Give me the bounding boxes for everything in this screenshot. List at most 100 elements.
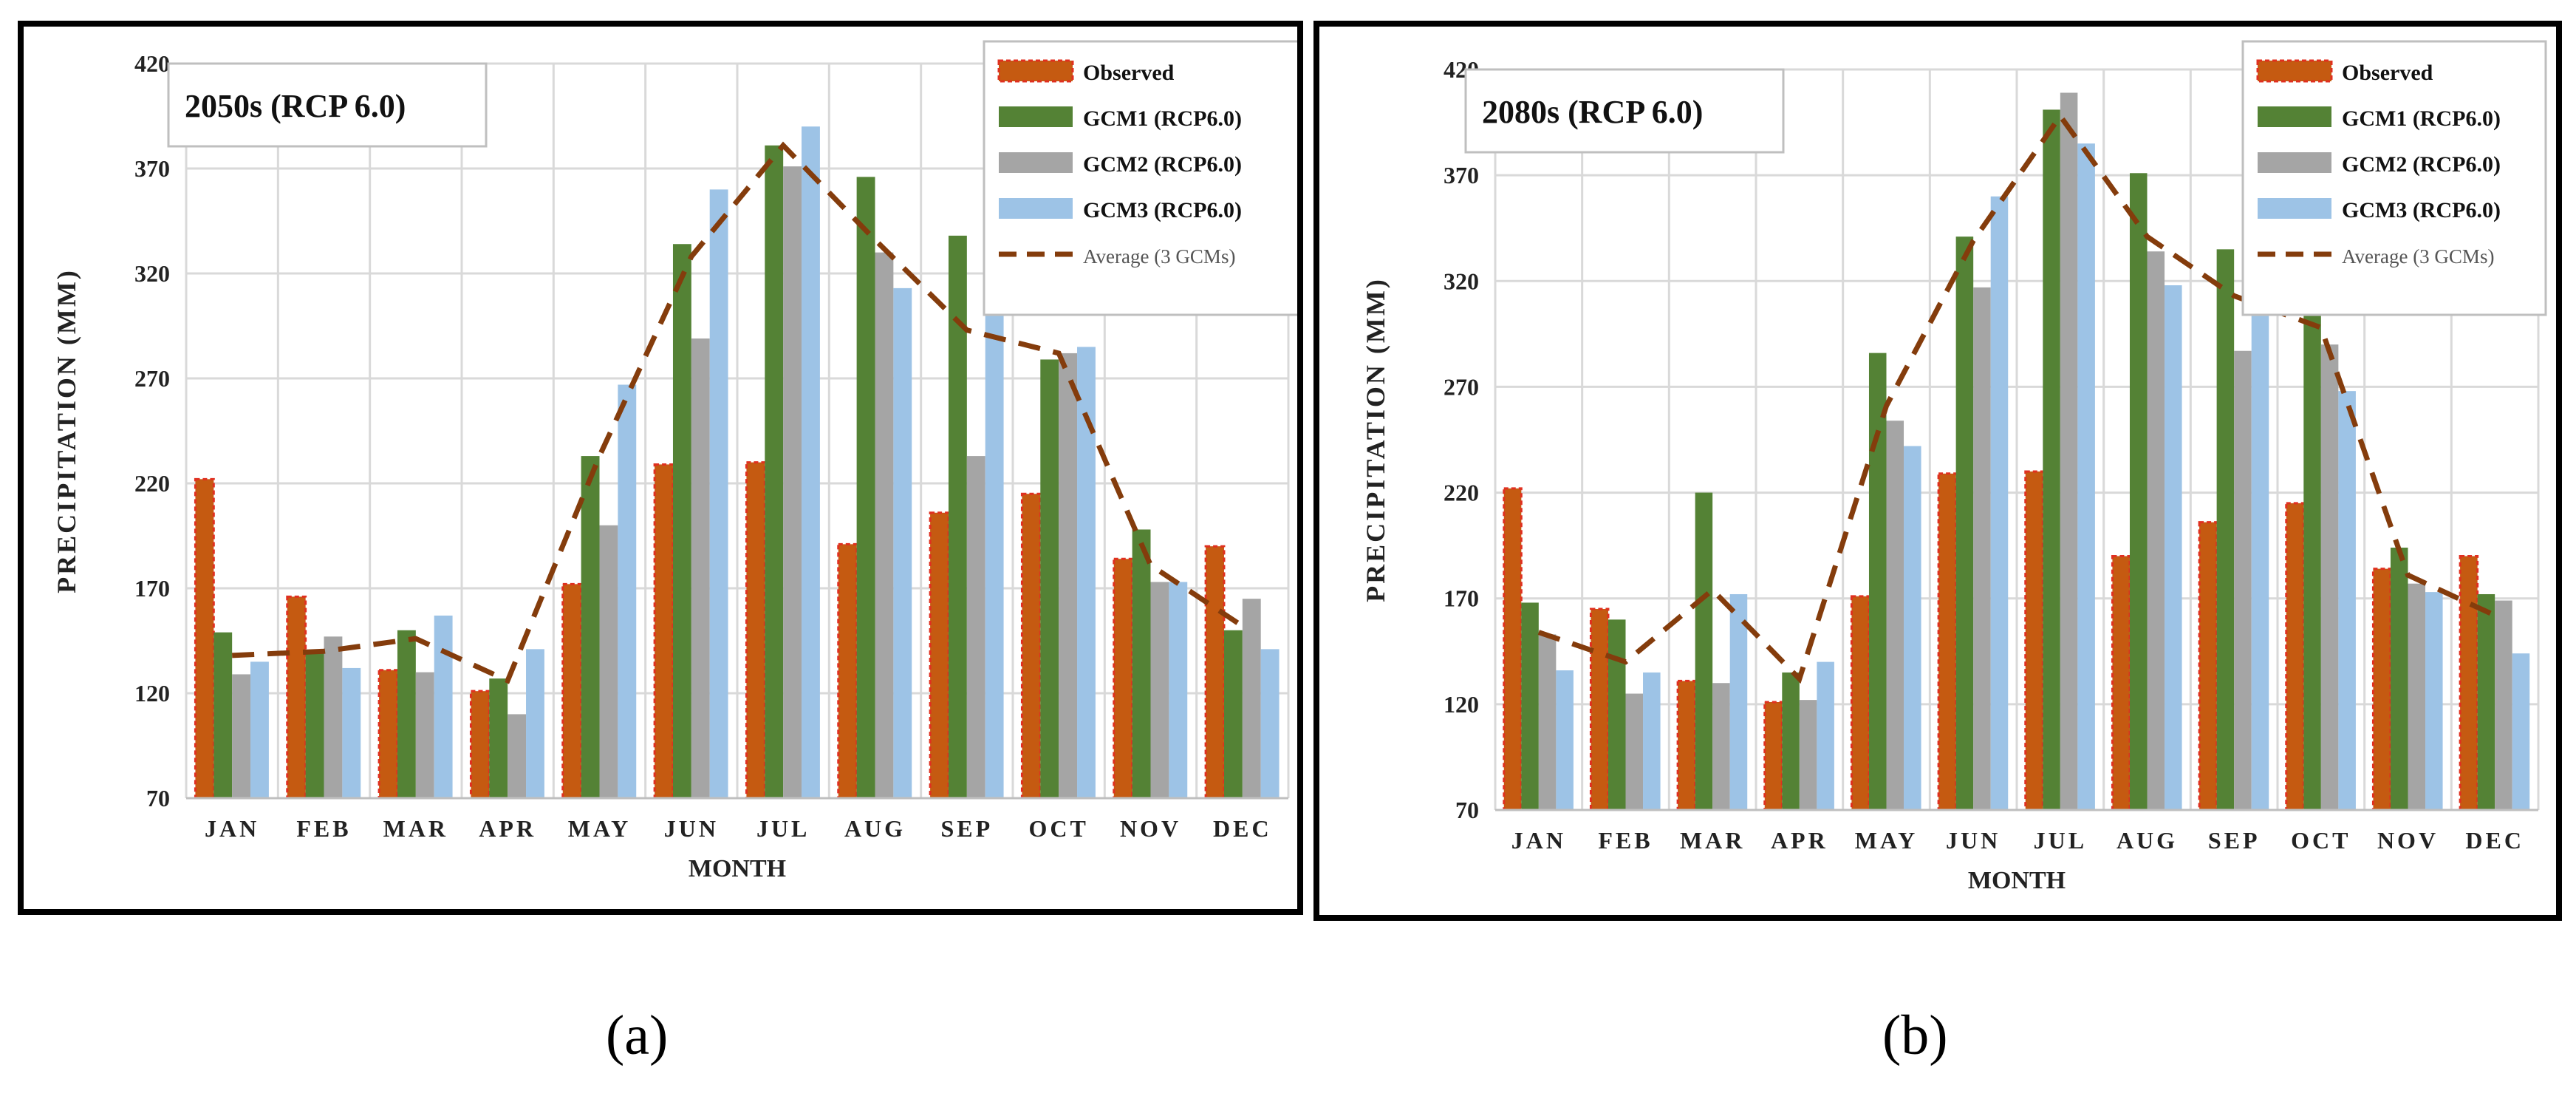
x-tick-label: SEP <box>2208 827 2261 854</box>
bar-observed <box>1503 487 1523 811</box>
bars <box>194 126 1280 800</box>
x-tick-label: APR <box>479 815 536 842</box>
legend: Observed GCM1 (RCP6.0) GCM2 (RCP6.0) GCM3 (… <box>983 40 1297 316</box>
bar-observed <box>469 690 491 800</box>
y-tick-label: 220 <box>1444 480 1479 506</box>
bar-gcm1 <box>2303 245 2321 810</box>
x-tick-label: OCT <box>2291 827 2351 854</box>
bar-observed <box>745 461 766 800</box>
x-tick-label: DEC <box>2465 827 2524 854</box>
x-tick-label: JUN <box>1946 827 2001 854</box>
bar-gcm1 <box>765 145 784 798</box>
legend-entry-gcm1-swatch <box>2258 106 2331 127</box>
bar-gcm1 <box>305 651 324 798</box>
bar-gcm2 <box>1242 599 1261 798</box>
x-tick-label: DEC <box>1213 815 1272 842</box>
bar-observed <box>837 542 858 800</box>
bar-gcm1 <box>2216 249 2235 810</box>
legend-frame <box>2241 40 2547 316</box>
chart-title-box: 2080s (RCP 6.0) <box>1464 68 1785 154</box>
legend-entry-gcm3-swatch <box>999 198 1073 219</box>
x-tick-label: MAR <box>383 815 448 842</box>
y-tick-label: 270 <box>134 365 170 392</box>
legend-entry-observed-swatch <box>2256 59 2333 83</box>
y-tick-label: 320 <box>1444 268 1479 294</box>
bar-gcm1 <box>397 630 416 798</box>
bar-gcm1 <box>1955 236 1974 810</box>
bar-gcm2 <box>2060 92 2078 810</box>
bar-gcm1 <box>2390 548 2408 810</box>
bar-gcm3 <box>2425 592 2443 810</box>
bar-gcm2 <box>2495 600 2512 810</box>
bar-gcm2 <box>1973 287 1991 811</box>
bar-gcm1 <box>2129 173 2148 810</box>
bar-gcm1 <box>1521 602 1539 810</box>
caption-a: (a) <box>606 1004 669 1066</box>
bar-gcm3 <box>2338 391 2356 810</box>
x-tick-label: FEB <box>1598 827 1653 854</box>
title-box-frame <box>1464 68 1785 154</box>
x-tick-label: AUG <box>844 815 906 842</box>
legend-entry-average-label: Average (3 GCMs) <box>2342 245 2494 268</box>
bar-gcm1 <box>1132 529 1151 798</box>
bar-gcm2 <box>783 166 802 798</box>
bar-observed <box>1113 557 1134 800</box>
bar-gcm1 <box>2043 109 2060 810</box>
x-tick-label: JUN <box>664 815 719 842</box>
bar-gcm1 <box>1223 630 1243 798</box>
y-tick-label: 120 <box>1444 691 1479 718</box>
average-line <box>1537 111 2496 684</box>
bar-observed <box>653 463 674 800</box>
y-axis-title: PRECIPITATION (MM) <box>52 268 81 593</box>
bar-gcm3 <box>1556 670 1574 810</box>
bar-observed <box>194 477 215 800</box>
legend-entry-observed-swatch <box>997 59 1074 83</box>
bar-gcm2 <box>2234 350 2252 810</box>
bar-gcm3 <box>709 189 728 798</box>
y-tick-label: 220 <box>134 470 170 497</box>
legend-entry-gcm2-swatch <box>999 152 1073 173</box>
bar-gcm2 <box>508 714 527 798</box>
y-tick-label: 70 <box>1455 797 1479 823</box>
x-tick-label: AUG <box>2117 827 2178 854</box>
chart-a: 70 120 170 220 270 320 370 420 JAN FEB MAR APR MAY JU… <box>52 40 1297 882</box>
gridlines <box>185 62 1290 800</box>
chart-title: 2050s (RCP 6.0) <box>185 88 406 124</box>
bar-gcm2 <box>691 338 710 798</box>
bar-gcm1 <box>1782 672 1800 810</box>
caption-b: (b) <box>1882 1004 1948 1066</box>
y-tick-label: 170 <box>134 575 170 602</box>
bar-gcm1 <box>1040 359 1059 798</box>
bar-gcm1 <box>1608 619 1626 810</box>
legend-frame <box>983 40 1297 316</box>
bar-gcm1 <box>581 456 600 798</box>
x-tick-label: NOV <box>2377 827 2439 854</box>
chart-panel-b: 70 120 170 220 270 320 370 420 JAN FEB MAR APR MAY JU… <box>1313 21 2562 921</box>
x-tick-label: JUL <box>756 815 810 842</box>
bar-gcm2 <box>2408 583 2426 810</box>
bar-observed <box>1676 679 1697 811</box>
bar-gcm3 <box>802 126 820 798</box>
bar-gcm2 <box>1059 353 1078 798</box>
legend-entry-gcm2-swatch <box>2258 152 2331 173</box>
bar-observed <box>2024 470 2044 811</box>
bar-gcm2 <box>1712 683 1730 810</box>
x-axis-title: MONTH <box>1968 867 2066 894</box>
x-tick-label: MAR <box>1680 827 1745 854</box>
x-tick-label: NOV <box>1120 815 1181 842</box>
y-tick-label: 320 <box>134 260 170 287</box>
bar-observed <box>2459 554 2479 811</box>
bar-gcm3 <box>893 287 912 798</box>
x-tick-label: FEB <box>296 815 351 842</box>
x-axis-title: MONTH <box>689 855 786 882</box>
bar-observed <box>2198 521 2218 811</box>
bar-gcm3 <box>2077 143 2095 810</box>
bar-observed <box>2371 568 2392 811</box>
bar-gcm2 <box>232 674 251 798</box>
legend-entry-gcm2-label: GCM2 (RCP6.0) <box>2342 152 2501 177</box>
legend-entry-average-label: Average (3 GCMs) <box>1083 245 1235 268</box>
legend-entry-gcm1-label: GCM1 (RCP6.0) <box>1083 106 1242 131</box>
bar-gcm1 <box>489 678 508 798</box>
x-tick-label: SEP <box>940 815 993 842</box>
bar-gcm3 <box>342 667 361 798</box>
